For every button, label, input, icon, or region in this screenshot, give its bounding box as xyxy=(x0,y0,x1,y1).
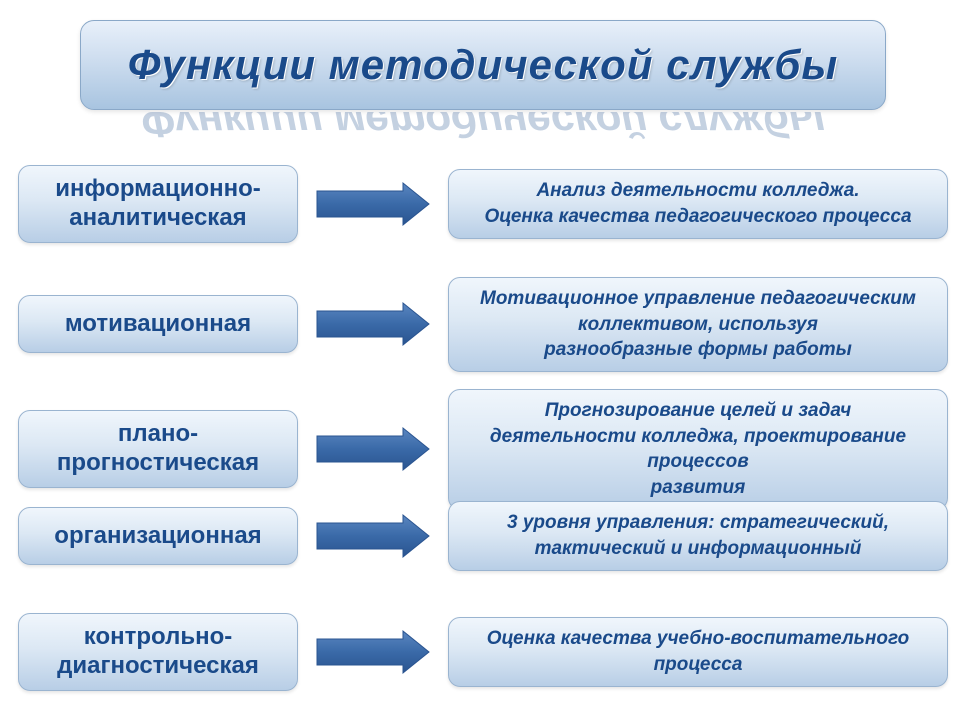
function-name-text: организационная xyxy=(54,522,261,551)
arrow-wrap xyxy=(298,424,448,474)
function-desc-text: Прогнозирование целей и задач деятельнос… xyxy=(463,398,933,501)
function-name-box: мотивационная xyxy=(18,295,298,353)
diagram-row: плано- прогностическая Прогнозирование ц… xyxy=(18,389,948,510)
function-name-box: плано- прогностическая xyxy=(18,410,298,488)
arrow-wrap xyxy=(298,299,448,349)
function-name-text: контрольно- диагностическая xyxy=(57,623,259,681)
function-desc-box: Анализ деятельности колледжа. Оценка кач… xyxy=(448,169,948,239)
arrow-wrap xyxy=(298,627,448,677)
arrow-icon xyxy=(313,424,433,474)
function-name-text: мотивационная xyxy=(65,310,251,339)
title-text: Функции методической службы xyxy=(128,41,839,89)
arrow-icon xyxy=(313,179,433,229)
diagram-row: организационная 3 уровня управления: стр… xyxy=(18,501,948,571)
function-name-text: информационно- аналитическая xyxy=(55,175,261,233)
diagram-row: контрольно- диагностическая Оценка качес… xyxy=(18,613,948,691)
arrow-wrap xyxy=(298,511,448,561)
function-name-box: организационная xyxy=(18,507,298,565)
function-name-text: плано- прогностическая xyxy=(57,420,259,478)
function-desc-text: Мотивационное управление педагогическим … xyxy=(480,286,916,363)
diagram-row: информационно- аналитическая Анализ деят… xyxy=(18,165,948,243)
arrow-icon xyxy=(313,511,433,561)
function-name-box: контрольно- диагностическая xyxy=(18,613,298,691)
arrow-icon xyxy=(313,627,433,677)
function-desc-text: Оценка качества учебно-воспитательного п… xyxy=(463,626,933,677)
function-desc-text: 3 уровня управления: стратегический, так… xyxy=(507,510,889,561)
function-desc-box: Мотивационное управление педагогическим … xyxy=(448,277,948,372)
function-desc-text: Анализ деятельности колледжа. Оценка кач… xyxy=(484,178,911,229)
arrow-wrap xyxy=(298,179,448,229)
function-desc-box: 3 уровня управления: стратегический, так… xyxy=(448,501,948,571)
diagram-row: мотивационная Мотивационное управление п… xyxy=(18,277,948,372)
function-desc-box: Прогнозирование целей и задач деятельнос… xyxy=(448,389,948,510)
function-name-box: информационно- аналитическая xyxy=(18,165,298,243)
title-reflection: Функции методической службы xyxy=(80,112,886,152)
title-box: Функции методической службы xyxy=(80,20,886,110)
function-desc-box: Оценка качества учебно-воспитательного п… xyxy=(448,617,948,686)
arrow-icon xyxy=(313,299,433,349)
